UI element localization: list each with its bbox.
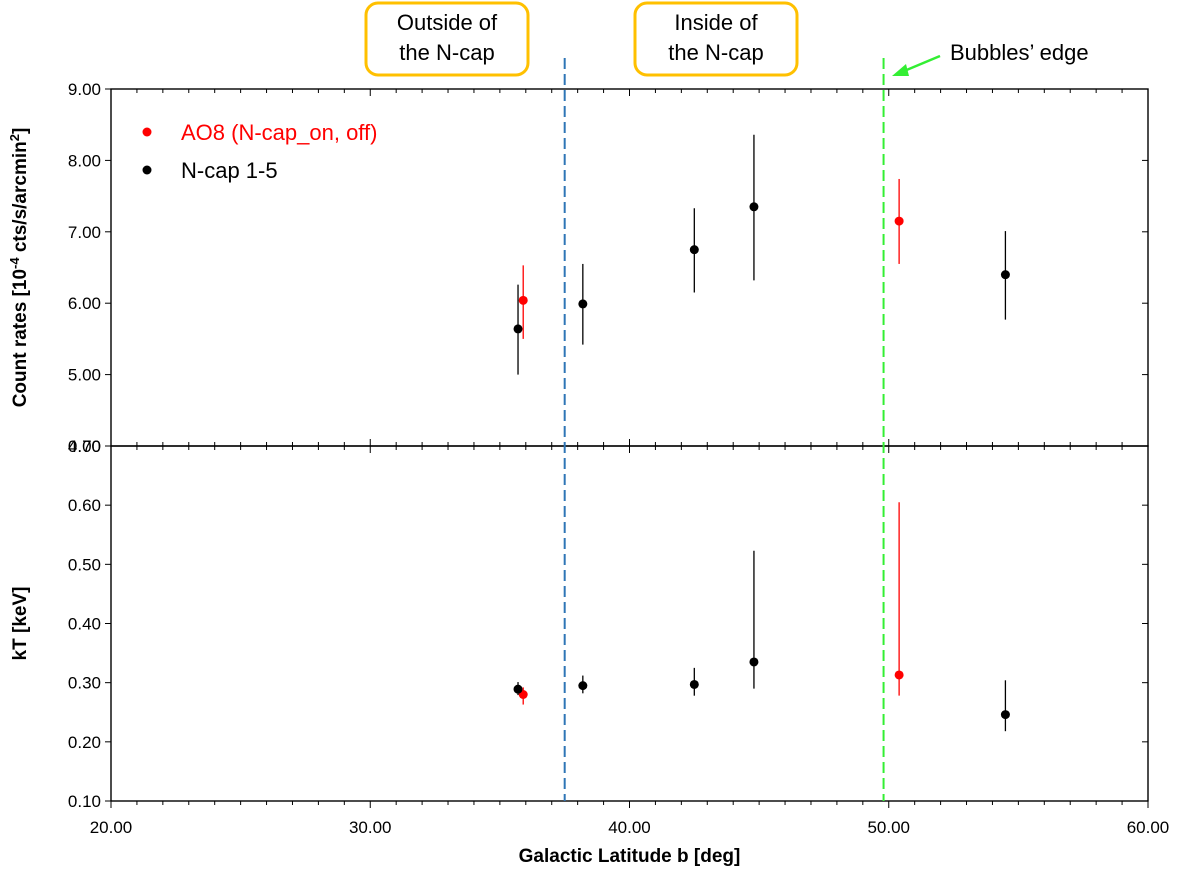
- x-tick-label: 30.00: [349, 818, 392, 837]
- data-point: [518, 295, 528, 305]
- y-axis-title-kt: kT [keV]: [10, 587, 31, 661]
- outside-ncap-callout-text: Outside of: [397, 10, 498, 35]
- data-point: [894, 670, 904, 680]
- plot-area-frame-kT: [110, 445, 1149, 802]
- x-tick-label: 60.00: [1127, 818, 1170, 837]
- data-point: [578, 299, 588, 309]
- y-axis-title-part: ]: [10, 128, 31, 134]
- y-tick-label: 5.00: [68, 366, 101, 385]
- data-point: [578, 681, 588, 691]
- y-axis-title-part: 2: [7, 134, 22, 141]
- bubbles-edge-label: Bubbles’ edge: [950, 40, 1089, 65]
- y-tick-label: 4.00: [68, 437, 101, 456]
- annotations: Outside of the N-cap Inside of the N-cap Bub…: [364, 1, 1089, 77]
- y-tick-label: 0.50: [68, 555, 101, 574]
- legend-marker: [142, 127, 152, 137]
- y-axis-title-part: -4: [7, 257, 22, 269]
- y-tick-label: 0.10: [68, 792, 101, 811]
- bubbles-edge-arrow-head: [892, 64, 909, 76]
- inside-ncap-callout-text: Inside of: [674, 10, 758, 35]
- data-point: [513, 324, 523, 334]
- legend-label: AO8 (N-cap_on, off): [181, 120, 377, 145]
- inside-ncap-callout-text: the N-cap: [668, 40, 763, 65]
- inside-ncap-callout-box: [633, 1, 799, 77]
- legend: AO8 (N-cap_on, off) N-cap 1-5: [142, 120, 377, 183]
- y-tick-label: 0.70: [68, 437, 101, 456]
- x-axis-title: Galactic Latitude b [deg]: [519, 846, 741, 867]
- chart-frame: [105, 88, 1149, 808]
- data-point: [689, 245, 699, 255]
- data-point: [894, 216, 904, 226]
- data-point: [1000, 270, 1010, 280]
- y-tick-label: 0.60: [68, 496, 101, 515]
- y-tick-label: 0.20: [68, 733, 101, 752]
- y-tick-label: 8.00: [68, 151, 101, 170]
- data-point: [749, 202, 759, 212]
- y-axis-title-count-rates: Count rates [10-4 cts/s/arcmin2]: [7, 128, 32, 408]
- x-tick-label: 20.00: [90, 818, 133, 837]
- x-tick-label: 40.00: [608, 818, 651, 837]
- y-tick-label: 7.00: [68, 223, 101, 242]
- y-tick-label: 6.00: [68, 294, 101, 313]
- axis-labels: 20.00 30.00 40.00 50.00 60.00 4.00 5.00 6.00 7.0…: [7, 80, 1170, 867]
- data-point: [689, 679, 699, 689]
- x-tick-label: 50.00: [867, 818, 910, 837]
- y-tick-label: 0.30: [68, 674, 101, 693]
- legend-marker: [142, 165, 152, 175]
- data-series: [513, 134, 1010, 732]
- outside-ncap-callout-text: the N-cap: [399, 40, 494, 65]
- y-tick-label: 0.40: [68, 615, 101, 634]
- reference-lines: [563, 58, 885, 801]
- y-axis-title-part: Count rates [10: [10, 269, 31, 407]
- data-point: [1000, 710, 1010, 720]
- y-tick-label: 9.00: [68, 80, 101, 99]
- legend-label: N-cap 1-5: [181, 158, 278, 183]
- y-axis-title-part: cts/s/arcmin: [10, 141, 31, 257]
- data-point: [749, 657, 759, 667]
- outside-ncap-callout-box: [364, 1, 530, 77]
- data-point: [513, 684, 523, 694]
